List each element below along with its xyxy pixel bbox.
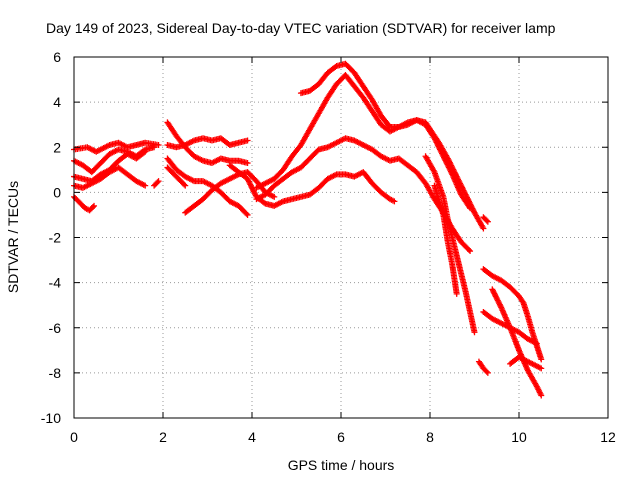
data-point	[484, 369, 491, 376]
x-tick-label: 0	[70, 429, 78, 445]
data-points	[71, 60, 545, 399]
data-point	[89, 204, 96, 211]
data-point	[483, 217, 490, 224]
y-axis: -10 -8 -6 -4 -2 0 2 4 6	[41, 49, 608, 426]
grid	[74, 57, 608, 418]
y-tick-label: -4	[49, 275, 62, 291]
x-tick-label: 2	[159, 429, 167, 445]
x-tick-label: 12	[600, 429, 616, 445]
data-point	[465, 246, 472, 253]
y-tick-label: 0	[53, 184, 61, 200]
y-tick-label: -8	[49, 365, 62, 381]
y-tick-label: 6	[53, 49, 61, 65]
data-point	[244, 160, 251, 167]
data-point	[151, 144, 158, 151]
data-point	[243, 210, 250, 217]
data-point	[142, 148, 149, 155]
data-point	[538, 392, 545, 399]
x-axis-title: GPS time / hours	[288, 457, 395, 473]
data-point	[467, 248, 474, 255]
data-point	[391, 198, 398, 205]
data-point	[480, 225, 487, 232]
y-tick-label: -6	[49, 320, 62, 336]
data-point	[332, 63, 339, 70]
data-point	[484, 218, 491, 225]
y-tick-label: 2	[53, 139, 61, 155]
data-point	[533, 340, 540, 347]
y-tick-label: -10	[41, 410, 61, 426]
y-tick-label: 4	[53, 94, 61, 110]
data-point	[140, 149, 147, 156]
data-point	[453, 290, 460, 297]
data-point	[91, 202, 98, 209]
data-point	[467, 205, 474, 212]
y-tick-label: -2	[49, 230, 62, 246]
x-tick-label: 10	[511, 429, 527, 445]
x-tick-label: 8	[426, 429, 434, 445]
data-point	[181, 181, 188, 188]
data-point	[244, 211, 251, 218]
x-tick-label: 4	[248, 429, 256, 445]
data-point	[142, 182, 149, 189]
data-point	[244, 137, 251, 144]
data-point	[271, 193, 278, 200]
x-axis: 0 2 4 6 8 10 12	[70, 57, 616, 445]
x-tick-label: 6	[337, 429, 345, 445]
data-point	[483, 368, 490, 375]
data-point	[182, 182, 189, 189]
data-point	[261, 199, 268, 206]
data-point	[155, 141, 162, 148]
data-point	[154, 179, 161, 186]
data-point	[155, 178, 162, 185]
y-axis-title: SDTVAR / TECUs	[5, 181, 21, 293]
chart-title: Day 149 of 2023, Sidereal Day-to-day VTE…	[46, 20, 556, 36]
data-point	[538, 356, 545, 363]
data-point	[471, 329, 478, 336]
data-point	[538, 365, 545, 372]
